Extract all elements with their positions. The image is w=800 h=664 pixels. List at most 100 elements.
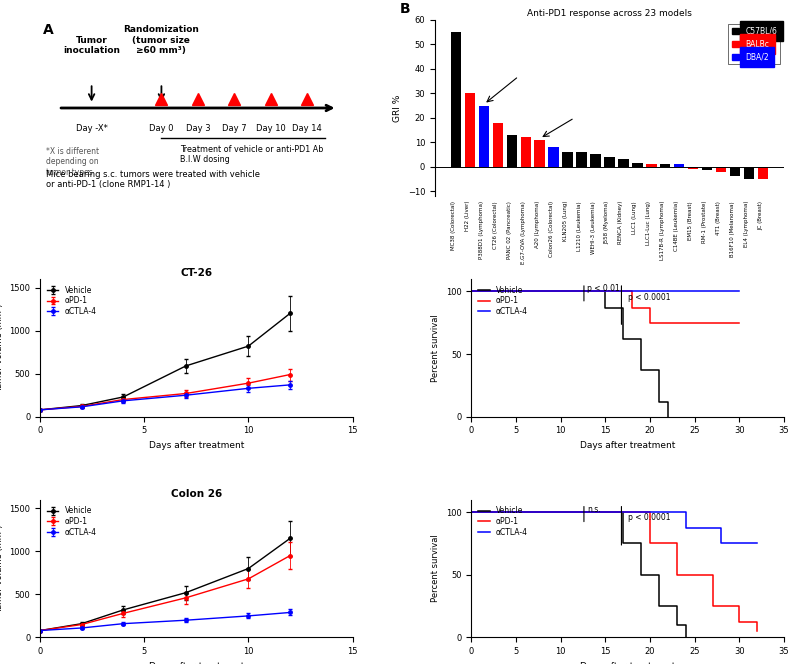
Title: Anti-PD1 response across 23 models: Anti-PD1 response across 23 models <box>527 9 692 18</box>
αPD-1 <box>646 319 655 327</box>
Bar <box>688 167 698 169</box>
Y-axis label: GRI %: GRI % <box>393 94 402 122</box>
αPD-1 <box>646 539 655 547</box>
Bar <box>632 163 642 167</box>
Bar <box>521 137 531 167</box>
Bar <box>465 94 475 167</box>
αCTLA-4 <box>618 288 628 295</box>
αPD-1 <box>734 319 744 327</box>
Legend: C57BL/6, BALBc, DBA/2: C57BL/6, BALBc, DBA/2 <box>729 24 780 64</box>
Text: B: B <box>400 3 410 17</box>
Title: CT-26: CT-26 <box>180 268 212 278</box>
Bar <box>758 167 768 179</box>
Text: Day 10: Day 10 <box>256 124 286 133</box>
Bar <box>590 155 601 167</box>
Line: αPD-1: αPD-1 <box>471 512 758 631</box>
αCTLA-4 <box>753 539 762 547</box>
Text: Day 3: Day 3 <box>186 124 210 133</box>
αCTLA-4 <box>466 508 476 516</box>
Line: Vehicle: Vehicle <box>471 512 686 637</box>
Text: n.s.: n.s. <box>587 505 601 514</box>
αCTLA-4 <box>717 539 726 547</box>
Y-axis label: Tumor volume (mm³): Tumor volume (mm³) <box>0 525 4 613</box>
Line: αPD-1: αPD-1 <box>471 291 739 323</box>
Bar <box>493 123 503 167</box>
Text: Treatment of vehicle or anti-PD1 Ab
B.I.W dosing: Treatment of vehicle or anti-PD1 Ab B.I.… <box>180 145 323 165</box>
Text: Randomization
(tumor size
≥60 mm³): Randomization (tumor size ≥60 mm³) <box>123 25 199 55</box>
αCTLA-4 <box>726 288 735 295</box>
αCTLA-4 <box>681 525 690 533</box>
Legend: Vehicle, αPD-1, αCTLA-4: Vehicle, αPD-1, αCTLA-4 <box>475 283 531 319</box>
Bar <box>562 152 573 167</box>
Text: Tumor
inoculation: Tumor inoculation <box>63 36 120 55</box>
Line: αCTLA-4: αCTLA-4 <box>471 512 758 543</box>
αCTLA-4 <box>734 288 744 295</box>
Vehicle <box>663 413 673 421</box>
Text: Day -X*: Day -X* <box>76 124 107 133</box>
Bar <box>604 157 614 167</box>
Text: A: A <box>43 23 54 37</box>
Bar <box>716 167 726 171</box>
Vehicle <box>466 508 476 516</box>
αPD-1 <box>672 571 682 579</box>
Text: Day 14: Day 14 <box>292 124 322 133</box>
Vehicle <box>672 621 682 629</box>
αPD-1 <box>610 288 619 295</box>
Vehicle <box>582 288 592 295</box>
Title: Colon 26: Colon 26 <box>170 489 222 499</box>
αCTLA-4 <box>636 288 646 295</box>
Text: Day 0: Day 0 <box>149 124 174 133</box>
Legend: Vehicle, αPD-1, αCTLA-4: Vehicle, αPD-1, αCTLA-4 <box>44 283 99 319</box>
αPD-1 <box>627 303 637 311</box>
Vehicle <box>618 335 628 343</box>
Text: p < 0.01: p < 0.01 <box>587 284 620 293</box>
Bar <box>478 106 489 167</box>
αPD-1 <box>717 319 726 327</box>
Bar <box>506 135 517 167</box>
Vehicle <box>618 539 628 547</box>
αPD-1 <box>734 618 744 626</box>
Bar <box>646 164 657 167</box>
Bar <box>576 152 586 167</box>
Bar <box>660 164 670 167</box>
X-axis label: Days after treatment: Days after treatment <box>580 441 675 450</box>
X-axis label: Days after treatment: Days after treatment <box>149 662 244 664</box>
Bar <box>702 167 712 171</box>
Text: p < 0.0001: p < 0.0001 <box>628 293 670 301</box>
Bar <box>744 167 754 179</box>
Vehicle <box>681 633 690 641</box>
Vehicle <box>654 602 664 610</box>
Bar <box>730 167 740 177</box>
Vehicle <box>601 508 610 516</box>
Text: Day 7: Day 7 <box>222 124 246 133</box>
Text: p < 0.0001: p < 0.0001 <box>628 513 670 523</box>
αCTLA-4 <box>618 508 628 516</box>
Bar <box>674 164 685 167</box>
αCTLA-4 <box>466 288 476 295</box>
αPD-1 <box>753 627 762 635</box>
αCTLA-4 <box>734 539 744 547</box>
αPD-1 <box>708 602 718 610</box>
Line: Vehicle: Vehicle <box>471 291 668 417</box>
Vehicle <box>654 398 664 406</box>
Text: *X is different
depending on
tumor types: *X is different depending on tumor types <box>46 147 99 177</box>
Text: Mice bearing s.c. tumors were treated with vehicle
or anti-PD-1 (clone RMP1-14 ): Mice bearing s.c. tumors were treated wi… <box>46 169 260 189</box>
Vehicle <box>601 303 610 311</box>
αCTLA-4 <box>654 288 664 295</box>
Legend: Vehicle, αPD-1, αCTLA-4: Vehicle, αPD-1, αCTLA-4 <box>475 503 531 540</box>
αPD-1 <box>618 508 628 516</box>
Bar <box>534 140 545 167</box>
Y-axis label: Percent survival: Percent survival <box>431 535 440 602</box>
Bar <box>549 147 559 167</box>
Y-axis label: Tumor volume (mm³): Tumor volume (mm³) <box>0 303 4 392</box>
Y-axis label: Percent survival: Percent survival <box>431 314 440 382</box>
αPD-1 <box>466 288 476 295</box>
X-axis label: Days after treatment: Days after treatment <box>149 441 244 450</box>
Vehicle <box>466 288 476 295</box>
Vehicle <box>636 367 646 374</box>
Vehicle <box>636 571 646 579</box>
Legend: Vehicle, αPD-1, αCTLA-4: Vehicle, αPD-1, αCTLA-4 <box>44 503 99 540</box>
αPD-1 <box>466 508 476 516</box>
X-axis label: Days after treatment: Days after treatment <box>580 662 675 664</box>
αCTLA-4 <box>636 508 646 516</box>
